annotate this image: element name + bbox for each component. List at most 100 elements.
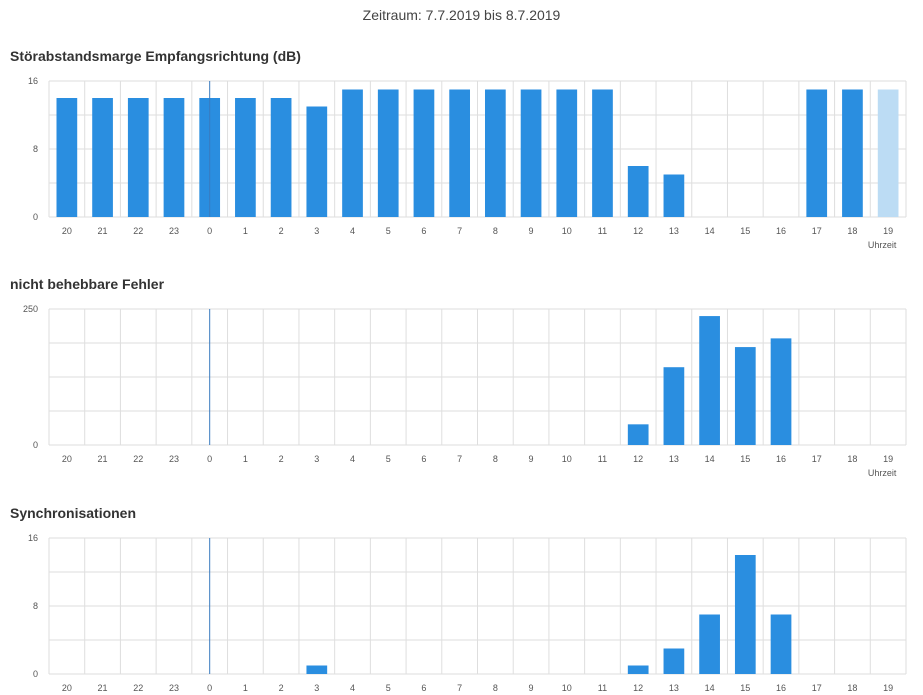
x-tick-label: 16 [776, 454, 786, 464]
x-tick-label: 8 [493, 226, 498, 236]
y-tick-label: 0 [33, 669, 38, 679]
x-tick-label: 5 [386, 683, 391, 693]
period-header: Zeitraum: 7.7.2019 bis 8.7.2019 [362, 7, 561, 23]
x-axis-label: Uhrzeit [868, 468, 897, 478]
x-tick-label: 3 [314, 454, 319, 464]
bar [734, 347, 756, 445]
x-tick-label: 23 [169, 226, 179, 236]
bar [342, 89, 363, 217]
x-axis-label: Uhrzeit [868, 240, 897, 250]
x-tick-label: 17 [812, 226, 822, 236]
y-tick-label: 16 [28, 533, 38, 543]
bar [842, 89, 863, 217]
x-tick-label: 13 [669, 454, 679, 464]
x-tick-label: 7 [457, 454, 462, 464]
x-tick-label: 22 [133, 454, 143, 464]
bar [163, 98, 185, 217]
x-tick-label: 16 [776, 683, 786, 693]
x-tick-label: 3 [314, 226, 319, 236]
x-tick-label: 7 [457, 226, 462, 236]
x-tick-label: 4 [350, 226, 355, 236]
bar [877, 89, 899, 217]
x-tick-label: 21 [98, 683, 108, 693]
chart-title-synchronisations: Synchronisationen [10, 505, 137, 521]
bar [484, 89, 506, 217]
x-tick-label: 22 [133, 683, 143, 693]
bar [377, 89, 399, 217]
x-tick-label: 1 [243, 683, 248, 693]
chart-title-uncorrectable-errors: nicht behebbare Fehler [10, 276, 165, 292]
x-tick-label: 11 [598, 454, 607, 464]
x-tick-label: 6 [421, 683, 426, 693]
x-tick-label: 0 [207, 454, 212, 464]
x-tick-label: 15 [740, 683, 750, 693]
x-tick-label: 14 [705, 454, 715, 464]
x-tick-label: 16 [776, 226, 786, 236]
x-tick-label: 2 [279, 226, 284, 236]
x-tick-label: 9 [529, 454, 534, 464]
x-tick-label: 8 [493, 454, 498, 464]
bar [306, 665, 328, 674]
bar [627, 424, 649, 445]
x-tick-label: 17 [812, 683, 822, 693]
x-tick-label: 11 [598, 226, 607, 236]
x-tick-label: 18 [847, 226, 857, 236]
x-tick-label: 23 [169, 683, 179, 693]
y-tick-label: 250 [23, 304, 38, 314]
x-tick-label: 8 [493, 683, 498, 693]
x-tick-label: 23 [169, 454, 179, 464]
bar [627, 166, 649, 217]
x-tick-label: 15 [740, 226, 750, 236]
x-tick-label: 13 [669, 683, 679, 693]
x-tick-label: 3 [314, 683, 319, 693]
bar [127, 98, 149, 217]
bar [699, 614, 720, 674]
bar [592, 89, 613, 217]
bar [235, 98, 256, 217]
x-tick-label: 22 [133, 226, 143, 236]
x-tick-label: 2 [279, 683, 284, 693]
bar [92, 98, 113, 217]
bar [770, 338, 792, 445]
x-tick-label: 7 [457, 683, 462, 693]
bar [270, 98, 292, 217]
chart-title-snr-margin: Störabstandsmarge Empfangsrichtung (dB) [10, 48, 301, 64]
bar [663, 648, 685, 674]
x-tick-label: 0 [207, 226, 212, 236]
x-tick-label: 21 [98, 226, 108, 236]
x-tick-label: 2 [279, 454, 284, 464]
bar [56, 98, 78, 217]
x-tick-label: 15 [740, 454, 750, 464]
x-tick-label: 18 [847, 454, 857, 464]
x-tick-label: 1 [243, 226, 248, 236]
bar [699, 316, 720, 445]
x-tick-label: 6 [421, 226, 426, 236]
x-tick-label: 1 [243, 454, 248, 464]
x-tick-label: 21 [98, 454, 108, 464]
x-tick-label: 20 [62, 454, 72, 464]
x-tick-label: 12 [633, 226, 643, 236]
x-tick-label: 13 [669, 226, 679, 236]
x-tick-label: 19 [883, 454, 893, 464]
bar [663, 367, 685, 445]
x-tick-label: 5 [386, 226, 391, 236]
bar [556, 89, 578, 217]
x-tick-label: 10 [562, 683, 572, 693]
x-tick-label: 20 [62, 226, 72, 236]
x-tick-label: 10 [562, 226, 572, 236]
x-tick-label: 4 [350, 454, 355, 464]
x-tick-label: 18 [847, 683, 857, 693]
x-tick-label: 12 [633, 454, 643, 464]
bar [734, 555, 756, 674]
bar [627, 665, 649, 674]
x-tick-label: 4 [350, 683, 355, 693]
y-tick-label: 16 [28, 76, 38, 86]
y-tick-label: 8 [33, 144, 38, 154]
y-tick-label: 0 [33, 212, 38, 222]
y-tick-label: 0 [33, 440, 38, 450]
bar [306, 106, 328, 217]
x-tick-label: 0 [207, 683, 212, 693]
